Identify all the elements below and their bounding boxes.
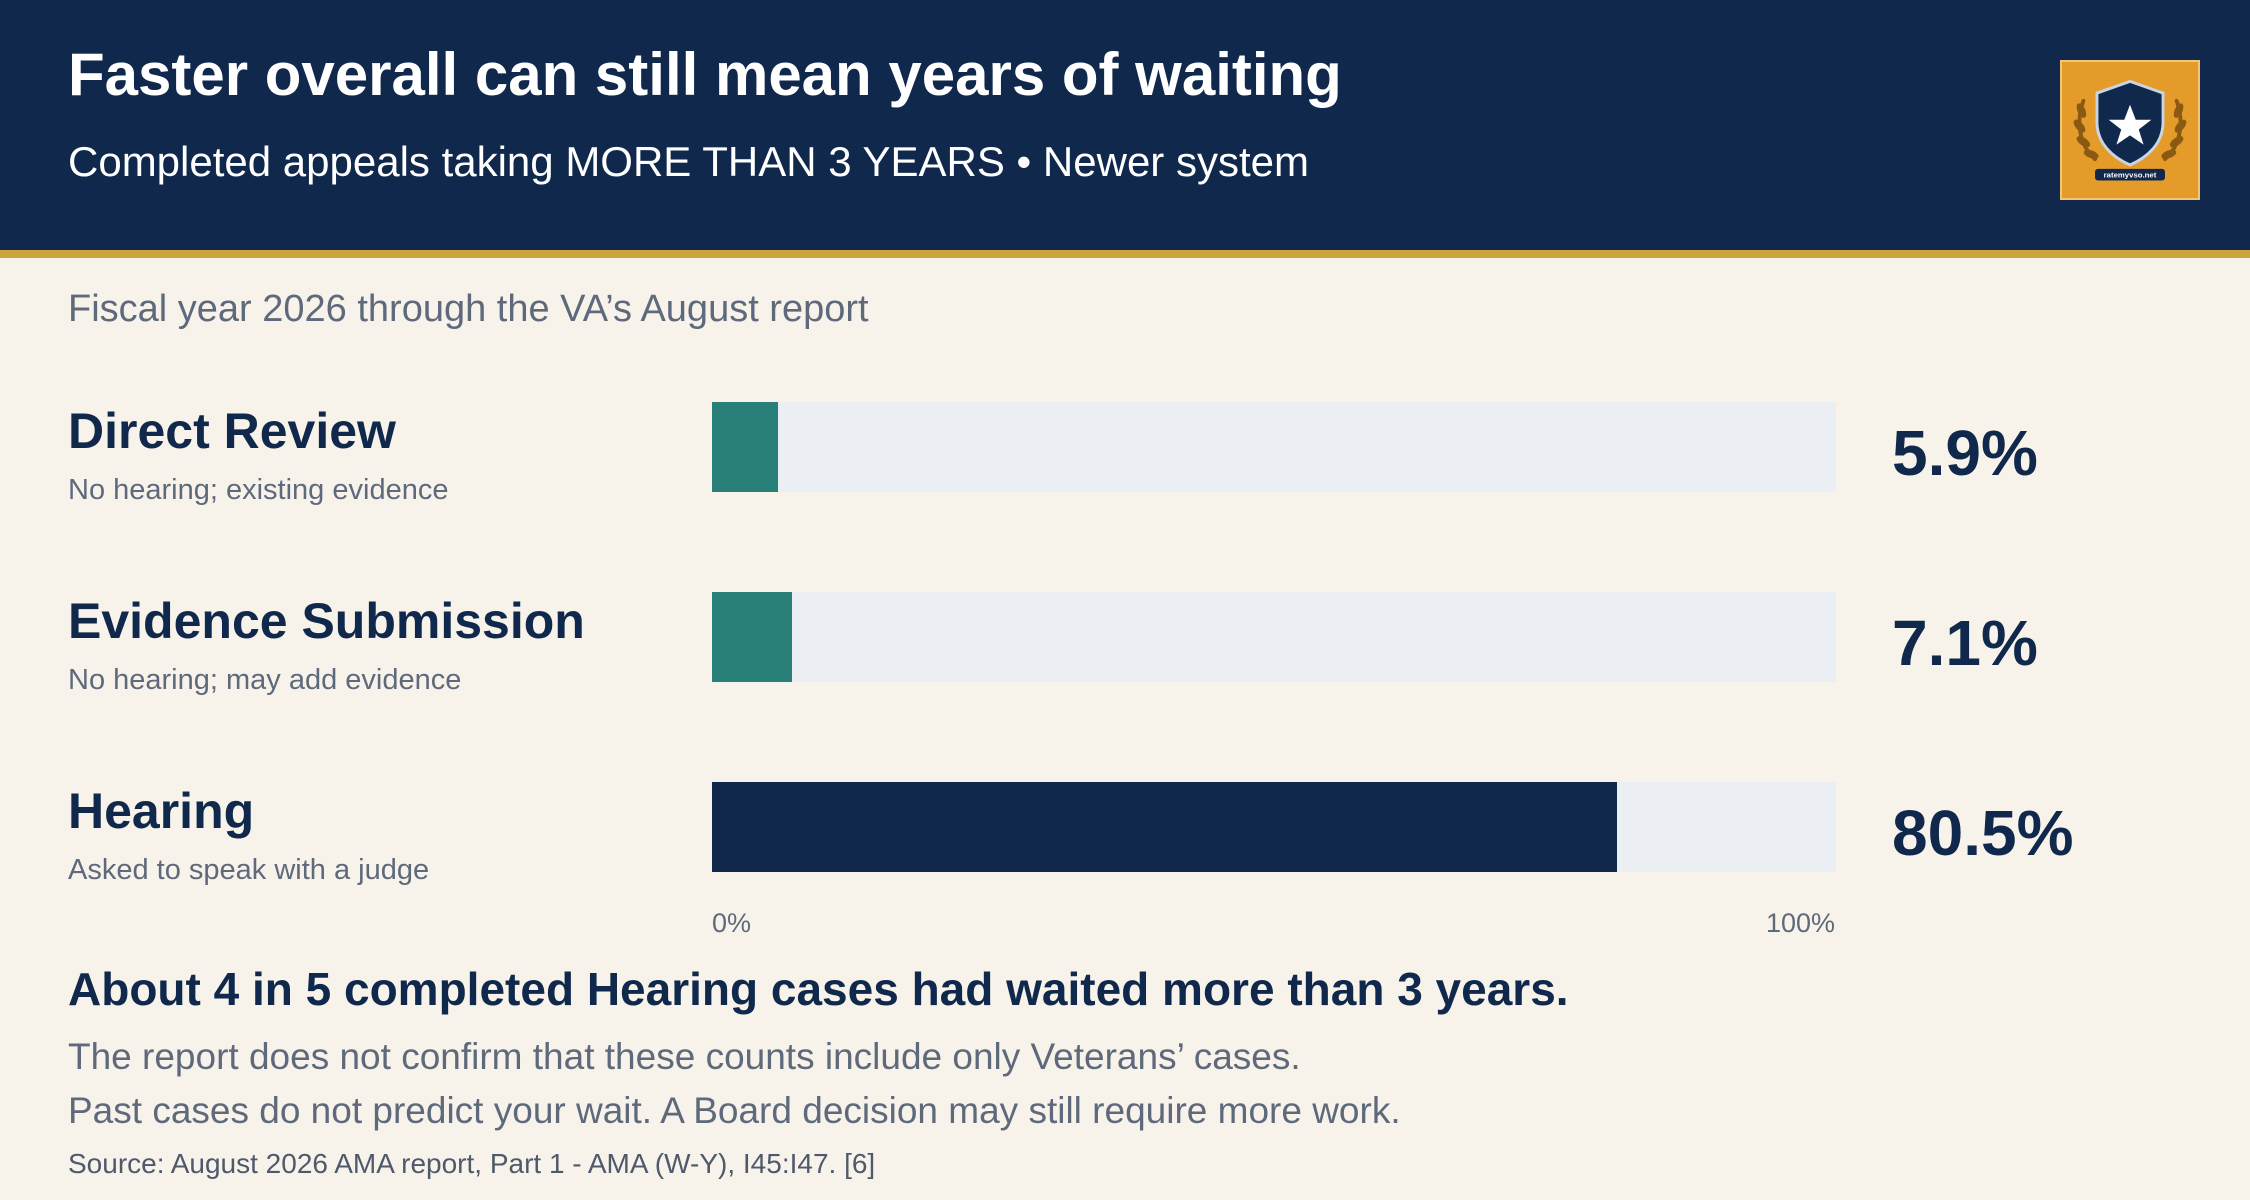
value-label-hearing: 80.5% — [1892, 797, 2074, 869]
category-description-evidence-submission: No hearing; may add evidence — [68, 664, 462, 696]
svg-text:ratemyvso.net: ratemyvso.net — [2104, 171, 2157, 180]
chart-title: Faster overall can still mean years of w… — [68, 41, 1342, 108]
caveat-note-1: The report does not confirm that these c… — [68, 1036, 1301, 1077]
value-label-direct-review: 5.9% — [1892, 417, 2038, 489]
category-label-hearing: Hearing — [68, 783, 255, 839]
header-banner — [0, 0, 2250, 250]
bar-direct-review — [712, 402, 779, 492]
bar-track-evidence-submission — [712, 592, 1836, 682]
category-label-evidence-submission: Evidence Submission — [68, 593, 585, 649]
caveat-note-2: Past cases do not predict your wait. A B… — [68, 1090, 1401, 1131]
key-takeaway: About 4 in 5 completed Hearing cases had… — [68, 963, 1569, 1015]
value-label-evidence-submission: 7.1% — [1892, 607, 2038, 679]
category-description-direct-review: No hearing; existing evidence — [68, 474, 449, 506]
category-description-hearing: Asked to speak with a judge — [68, 854, 430, 886]
header-divider — [0, 250, 2250, 258]
axis-tick-min: 0% — [712, 908, 752, 938]
bar-evidence-submission — [712, 592, 792, 682]
logo: ratemyvso.net — [2060, 60, 2200, 200]
reporting-period: Fiscal year 2026 through the VA’s August… — [68, 288, 869, 330]
source-citation: Source: August 2026 AMA report, Part 1 -… — [68, 1148, 876, 1179]
bar-track-hearing — [712, 782, 1836, 872]
chart-subtitle: Completed appeals taking MORE THAN 3 YEA… — [68, 138, 1309, 185]
bar-hearing — [712, 782, 1617, 872]
axis-tick-max: 100% — [1766, 908, 1836, 938]
category-label-direct-review: Direct Review — [68, 403, 396, 459]
shield-star-laurel-icon: ratemyvso.net — [2073, 79, 2187, 181]
bar-track-direct-review — [712, 402, 1836, 492]
